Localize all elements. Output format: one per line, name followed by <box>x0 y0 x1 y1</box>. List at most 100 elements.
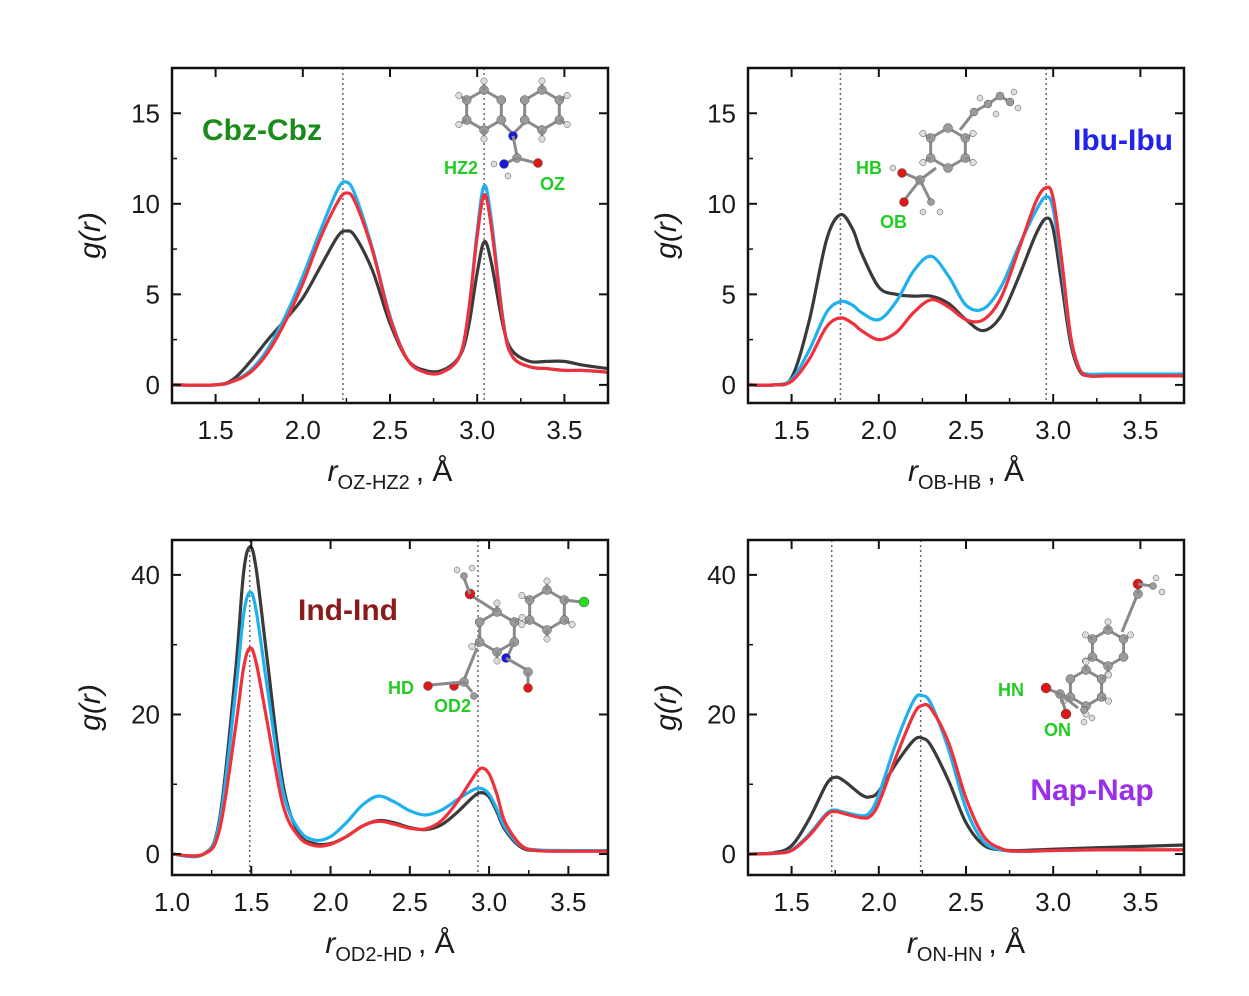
plot-frame <box>170 538 610 877</box>
hydrogen-atom <box>1082 658 1090 666</box>
x-tick-label: 2.5 <box>392 887 428 917</box>
carbon-atom <box>927 198 935 206</box>
carbon-atom <box>943 123 953 133</box>
series-line-red <box>748 185 1184 387</box>
panel-nap-nap: 1.5 2.0 2.5 3.0 3.5 0 20 40 rON-HN, Å g(r) Nap-Nap… <box>650 538 1186 966</box>
series-line-black <box>748 212 1184 388</box>
hydrogen-atom <box>538 77 546 85</box>
x-axis-label-unit: , Å <box>418 927 455 960</box>
carbon-atom <box>460 572 468 580</box>
hydrogen-atom <box>518 592 526 599</box>
hydrogen-atom <box>1014 104 1022 112</box>
x-axis-label-subscript: OZ-HZ2 <box>338 472 410 494</box>
hydrogen-atom <box>1010 88 1018 96</box>
hydrogen-atom <box>518 621 526 628</box>
hydrogen-atom <box>1081 631 1089 639</box>
hydrogen-atom <box>969 159 977 166</box>
hydrogen-atom <box>1152 574 1160 582</box>
hydrogen-atom <box>1080 718 1088 726</box>
x-tick-label: 3.5 <box>550 887 586 917</box>
carbon-atom <box>519 95 530 105</box>
carbon-atom <box>474 617 485 627</box>
hydrogen-atom <box>1104 618 1112 626</box>
series-line-blue <box>172 590 608 858</box>
y-tick-label: 0 <box>146 370 160 400</box>
carbon-atom <box>1080 706 1088 714</box>
x-axis-label: rOZ-HZ2 , Å <box>328 455 453 494</box>
hydrogen-atom <box>468 564 476 572</box>
atom-label-od2: OD2 <box>434 696 471 716</box>
x-tick-label: 3.0 <box>471 887 507 917</box>
series-line-red <box>172 191 608 387</box>
x-axis-label-unit: , Å <box>988 927 1025 960</box>
oxygen-atom <box>533 158 543 168</box>
carbon-atom <box>1005 97 1015 107</box>
x-axis-label-subscript: OD2-HD <box>335 944 412 966</box>
carbon-atom <box>995 91 1005 101</box>
nitrogen-atom <box>499 159 509 169</box>
hydrogen-atom <box>468 643 476 650</box>
carbon-atom <box>519 115 530 125</box>
molecule-inset: HZ2 OZ <box>444 77 571 194</box>
bond <box>462 647 479 681</box>
series-line-black <box>172 229 608 387</box>
bond <box>1059 692 1079 710</box>
hydrogen-atom <box>518 614 526 621</box>
hydrogen-atom <box>543 577 551 585</box>
hydrogen-atom <box>493 657 501 665</box>
hydrogen-atom <box>992 110 1000 118</box>
x-tick-label: 3.5 <box>546 415 582 445</box>
y-tick-label: 15 <box>707 98 736 128</box>
hydrogen-atom <box>1105 671 1113 679</box>
panel-label: Cbz-Cbz <box>202 114 322 147</box>
bond <box>511 135 519 157</box>
carbon-atom <box>496 95 507 105</box>
oxygen-atom <box>897 168 907 178</box>
x-tick-label: 2.0 <box>861 415 897 445</box>
hydrogen-atom <box>490 160 498 168</box>
oxygen-atom <box>523 683 533 693</box>
hydrogen-atom <box>889 164 897 172</box>
y-axis-label: g(r) <box>650 684 683 731</box>
hydrogen-atom <box>1105 697 1113 705</box>
x-tick-label: 3.0 <box>1035 415 1071 445</box>
bond <box>516 156 537 165</box>
hydrogen-atom <box>543 635 551 643</box>
x-tick-label: 2.0 <box>861 887 897 917</box>
y-axis-label: g(r) <box>74 212 107 259</box>
x-tick-label: 3.5 <box>1122 415 1158 445</box>
x-tick-label: 1.5 <box>774 415 810 445</box>
y-axis-label: g(r) <box>650 212 683 259</box>
hydrogen-atom <box>453 566 461 574</box>
carbon-atom <box>496 115 507 125</box>
atom-label-hn: HN <box>998 680 1024 700</box>
atom-label-on: ON <box>1044 720 1071 740</box>
y-tick-label: 5 <box>146 279 160 309</box>
bond <box>429 680 465 687</box>
atom-label-ob: OB <box>880 212 907 232</box>
series-line-blue <box>748 194 1184 387</box>
x-tick-label: 1.5 <box>233 887 269 917</box>
series-line-red <box>172 646 608 858</box>
y-tick-label: 0 <box>722 839 736 869</box>
y-tick-label: 40 <box>707 560 736 590</box>
molecule-inset: HD OD2 <box>388 564 590 716</box>
panel-label: Nap-Nap <box>1030 774 1153 807</box>
molecule-inset: HN ON <box>998 574 1166 740</box>
carbon-atom <box>1118 652 1129 662</box>
atom-label-hz2: HZ2 <box>444 158 478 178</box>
y-axis-label: g(r) <box>74 684 107 731</box>
x-axis-label: rOB-HB , Å <box>908 455 1024 494</box>
panel-label: Ind-Ind <box>298 594 398 627</box>
panel-label: Ibu-Ibu <box>1073 124 1173 157</box>
bond <box>904 179 922 199</box>
hydrogen-atom <box>480 77 488 85</box>
x-axis-label-variable: r <box>328 455 339 488</box>
series-line-red <box>748 702 1184 856</box>
hydrogen-atom <box>1158 588 1166 596</box>
x-tick-label: 2.0 <box>312 887 348 917</box>
hydrogen-atom <box>919 208 927 216</box>
hydrogen-atom <box>504 172 512 180</box>
hydrogen-atom <box>976 94 984 102</box>
